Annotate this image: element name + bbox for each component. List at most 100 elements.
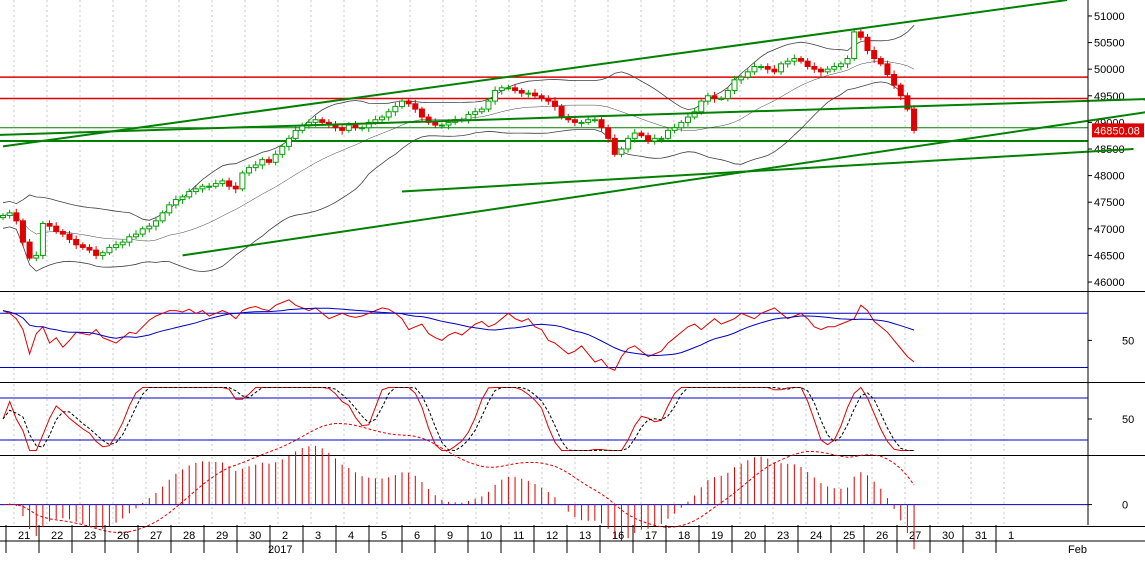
time-tick-label: 27	[150, 530, 162, 542]
candle-body	[851, 31, 858, 60]
candle-body	[472, 111, 479, 115]
candle-body	[831, 66, 838, 70]
month-label: Feb	[1068, 544, 1087, 556]
candle-body	[192, 188, 199, 193]
time-tick-label: 10	[480, 530, 492, 542]
time-tick-label: 31	[975, 530, 987, 542]
time-tick-label: 30	[249, 530, 261, 542]
candle-body	[518, 89, 525, 94]
time-tick-label: 27	[909, 530, 921, 542]
candle-body	[864, 36, 871, 52]
time-tick-label: 13	[579, 530, 591, 542]
candle-body	[744, 71, 751, 78]
time-tick-label: 9	[447, 530, 453, 542]
price-tick-label: 48000	[1094, 171, 1125, 183]
oscillator-tick-label: 50	[1122, 414, 1134, 426]
candle-body	[591, 119, 598, 122]
candle-body	[871, 50, 878, 60]
time-tick-label: 16	[612, 530, 624, 542]
time-tick-label: 11	[513, 530, 524, 542]
candle-body	[259, 159, 266, 166]
candle-body	[66, 233, 73, 240]
time-tick-label: 30	[942, 530, 954, 542]
candle-body	[392, 105, 399, 113]
candle-body	[638, 132, 645, 137]
candle-body	[505, 87, 512, 90]
candle-body	[438, 124, 445, 127]
candle-body	[891, 73, 898, 86]
candle-body	[412, 103, 419, 110]
candle-body	[93, 249, 100, 256]
price-panel: 5100050500500004950049000485004800047500…	[0, 0, 1145, 527]
candle-body	[498, 87, 505, 91]
candle-body	[758, 66, 765, 69]
candle-body	[771, 68, 778, 73]
candle-body	[212, 183, 219, 187]
candle-body	[678, 121, 685, 129]
time-tick-label: 28	[183, 530, 195, 542]
candle-body	[252, 164, 259, 169]
candle-body	[399, 100, 405, 107]
candle-body	[19, 220, 26, 243]
candle-body	[545, 97, 552, 102]
time-tick-label: 22	[51, 530, 63, 542]
candle-body	[39, 222, 46, 256]
candle-body	[345, 124, 352, 131]
candle-body	[558, 105, 565, 118]
candle-body	[152, 220, 159, 227]
candle-body	[226, 180, 233, 187]
candle-body	[811, 66, 818, 70]
time-tick-label: 29	[216, 530, 228, 542]
time-tick-label: 20	[744, 530, 756, 542]
candle-body	[751, 66, 758, 73]
candle-body	[405, 100, 412, 105]
candle-body	[671, 127, 678, 131]
candle-body	[246, 167, 253, 174]
candle-body	[119, 241, 126, 246]
candle-body	[139, 228, 146, 235]
candle-body	[492, 89, 499, 102]
time-tick-label: 2	[282, 530, 288, 542]
time-tick-label: 23	[84, 530, 96, 542]
price-tick-label: 50000	[1094, 64, 1125, 76]
candle-body	[199, 185, 206, 190]
candle-body	[172, 199, 179, 206]
year-label: 2017	[268, 544, 292, 556]
candle-body	[817, 68, 824, 73]
macd-panel: 0	[0, 422, 1128, 550]
candle-body	[146, 225, 153, 230]
candle-body	[884, 63, 891, 75]
candle-body	[73, 238, 80, 246]
time-tick-label: 3	[315, 530, 321, 542]
last-price-badge-text: 46850.08	[1094, 125, 1140, 137]
candle-body	[731, 79, 738, 91]
oscillator-tick-label: 0	[1122, 500, 1128, 512]
time-tick-label: 26	[876, 530, 888, 542]
bollinger-upper	[2, 25, 915, 221]
candle-body	[232, 185, 239, 190]
time-tick-label: 26	[117, 530, 129, 542]
candle-body	[691, 111, 698, 118]
candle-body	[904, 95, 911, 110]
time-tick-label: 25	[843, 530, 855, 542]
candle-body	[53, 225, 60, 232]
candle-body	[159, 212, 166, 222]
candle-body	[698, 100, 705, 113]
candle-body	[26, 241, 33, 259]
candle-body	[126, 236, 133, 243]
candle-body	[59, 230, 66, 235]
candle-body	[571, 119, 578, 123]
trendline	[401, 147, 1134, 193]
candle-body	[778, 63, 785, 73]
candle-body	[79, 244, 86, 248]
oscillator-tick-label: 50	[1122, 335, 1134, 347]
price-tick-label: 47500	[1094, 197, 1125, 209]
candle-body	[6, 212, 13, 217]
stochastic-panel: 50	[0, 386, 1134, 452]
price-tick-label: 50500	[1094, 38, 1125, 50]
last-price-badge-background	[1092, 123, 1144, 138]
candle-body	[359, 127, 366, 130]
candle-body	[166, 204, 173, 214]
candle-body	[219, 180, 226, 185]
